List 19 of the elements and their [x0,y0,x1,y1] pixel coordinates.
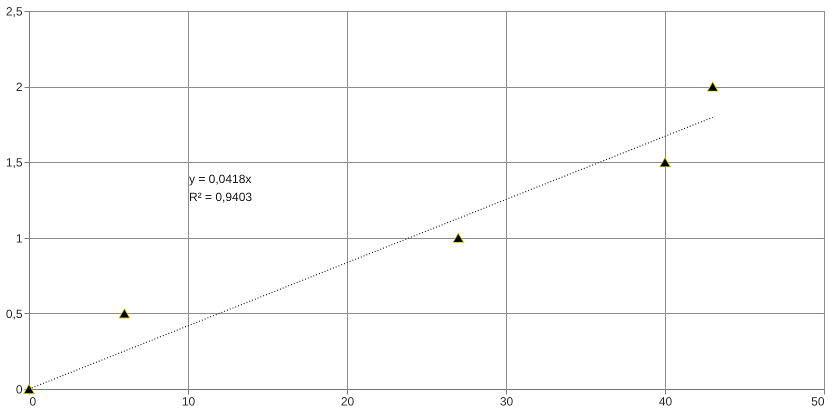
point [23,384,35,394]
x-tick-label: 50 [811,394,825,408]
y-tick-label: 1 [16,231,23,246]
point [659,157,671,168]
y-tick-label: 0 [16,382,23,396]
point [118,308,130,318]
point [707,82,718,92]
y-tick-label: 1,5 [6,156,23,170]
y-tick-label: 2 [16,80,23,94]
x-tick-label: 10 [182,394,196,408]
y-tick-label: 0,5 [6,306,23,321]
x-tick-label: 0 [30,394,36,408]
y-tick-label: 2,5 [6,4,23,18]
x-tick-label: 30 [500,394,514,408]
point [452,232,464,243]
x-tick-label: 20 [340,394,354,408]
annotation: R² = 0,9403 [189,190,252,204]
x-tick-label: 40 [658,394,672,408]
annotation: y = 0,0418x [189,172,252,186]
